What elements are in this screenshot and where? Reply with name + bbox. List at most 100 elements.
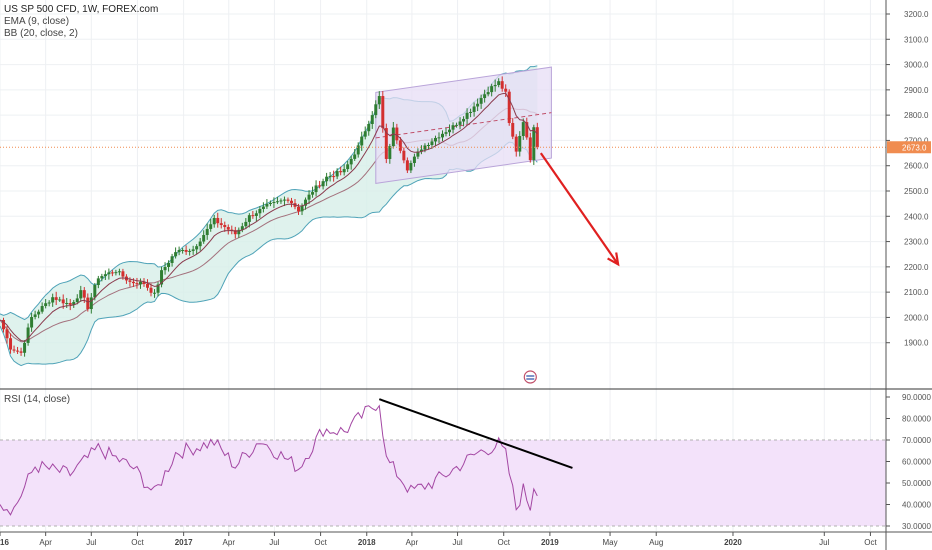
candle-body xyxy=(47,302,51,304)
rsi-title: RSI (14, close) xyxy=(4,394,71,405)
candle-body xyxy=(535,127,539,148)
candle-body xyxy=(289,200,293,204)
candle-body xyxy=(33,314,37,318)
candle-body xyxy=(58,299,62,301)
time-tick-label: Jul xyxy=(452,538,462,547)
bearish-arrow xyxy=(539,152,619,265)
candle-body xyxy=(430,141,434,145)
candle-body xyxy=(483,94,487,99)
last-price-label: 2673.0 xyxy=(902,143,927,152)
price-tick-label: 2400.0 xyxy=(904,212,929,221)
candle-body xyxy=(240,226,244,230)
candle-body xyxy=(332,176,336,178)
candle-body xyxy=(455,124,459,126)
price-tick-label: 3100.0 xyxy=(904,35,929,44)
candle-body xyxy=(300,205,304,212)
candle-body xyxy=(363,131,367,137)
candle-body xyxy=(75,298,79,303)
candle-body xyxy=(528,137,532,161)
candle-body xyxy=(490,86,494,93)
last-price-badge xyxy=(887,141,931,154)
candle-body xyxy=(426,144,430,146)
candle-body xyxy=(219,223,223,225)
candle-body xyxy=(346,164,350,170)
arrow-head xyxy=(607,252,620,267)
candle-body xyxy=(26,327,30,343)
candle-body xyxy=(409,163,413,171)
candle-body xyxy=(275,201,279,203)
candle-body xyxy=(335,171,339,177)
candle-body xyxy=(160,270,164,285)
time-tick-label: 2020 xyxy=(724,538,742,547)
price-tick-label: 2700.0 xyxy=(904,136,929,145)
candle-body xyxy=(216,218,220,224)
time-tick-label: Aug xyxy=(649,538,663,547)
candle-body xyxy=(82,290,86,298)
candle-body xyxy=(212,218,216,225)
candle-body xyxy=(444,132,448,134)
candle-body xyxy=(325,176,329,182)
candle-body xyxy=(195,246,199,250)
candle-body xyxy=(251,215,255,217)
candle-body xyxy=(44,303,48,307)
candle-body xyxy=(423,145,427,150)
candle-body xyxy=(177,250,181,253)
candle-body xyxy=(353,154,357,159)
chart-legend: US SP 500 CFD, 1W, FOREX.com EMA (9, clo… xyxy=(4,4,158,40)
event-flag-stripes xyxy=(526,375,535,380)
candle-body xyxy=(149,287,153,293)
candle-body xyxy=(511,123,515,137)
candle-body xyxy=(181,249,185,251)
candle-body xyxy=(282,199,286,201)
candle-body xyxy=(479,98,483,104)
event-flag-icon xyxy=(523,370,537,384)
price-tick-label: 1900.0 xyxy=(904,339,929,348)
candle-body xyxy=(114,272,118,274)
candle-body xyxy=(514,136,518,152)
candle-body xyxy=(107,272,111,275)
candle-body xyxy=(37,311,41,315)
candle-body xyxy=(307,194,311,200)
candle-body xyxy=(30,317,34,328)
candle-body xyxy=(462,118,466,122)
candle-body xyxy=(19,351,23,353)
candle-body xyxy=(356,145,360,155)
candle-body xyxy=(384,128,388,159)
candle-body xyxy=(23,342,27,353)
candle-body xyxy=(96,278,100,286)
candle-body xyxy=(328,176,332,178)
candle-body xyxy=(72,302,76,305)
candle-body xyxy=(79,290,83,299)
rsi-tick-label: 40.0000 xyxy=(902,501,931,510)
candle-body xyxy=(226,227,230,230)
candle-body xyxy=(174,252,178,257)
candle-body xyxy=(51,297,55,303)
candle-body xyxy=(145,283,149,288)
candle-body xyxy=(440,133,444,138)
candle-body xyxy=(437,137,441,139)
candle-body xyxy=(110,272,114,274)
candle-body xyxy=(135,283,139,285)
time-tick-label: Apr xyxy=(406,538,419,547)
candle-body xyxy=(304,199,308,206)
candle-body xyxy=(318,185,322,187)
candle-body xyxy=(191,249,195,251)
candle-body xyxy=(297,206,301,212)
candle-body xyxy=(54,297,58,300)
candle-body xyxy=(451,125,455,130)
time-tick-label: Oct xyxy=(864,538,877,547)
candle-body xyxy=(156,284,160,293)
candle-body xyxy=(500,81,504,89)
price-tick-label: 2500.0 xyxy=(904,187,929,196)
candle-body xyxy=(68,302,72,305)
rsi-tick-label: 30.0000 xyxy=(902,522,931,531)
candle-body xyxy=(163,266,167,271)
candle-body xyxy=(247,215,251,222)
candle-body xyxy=(93,285,97,298)
candle-body xyxy=(321,181,325,187)
channel-midline xyxy=(375,112,552,139)
candle-body xyxy=(342,169,346,173)
candle-body xyxy=(12,349,16,351)
candle-body xyxy=(131,281,135,284)
